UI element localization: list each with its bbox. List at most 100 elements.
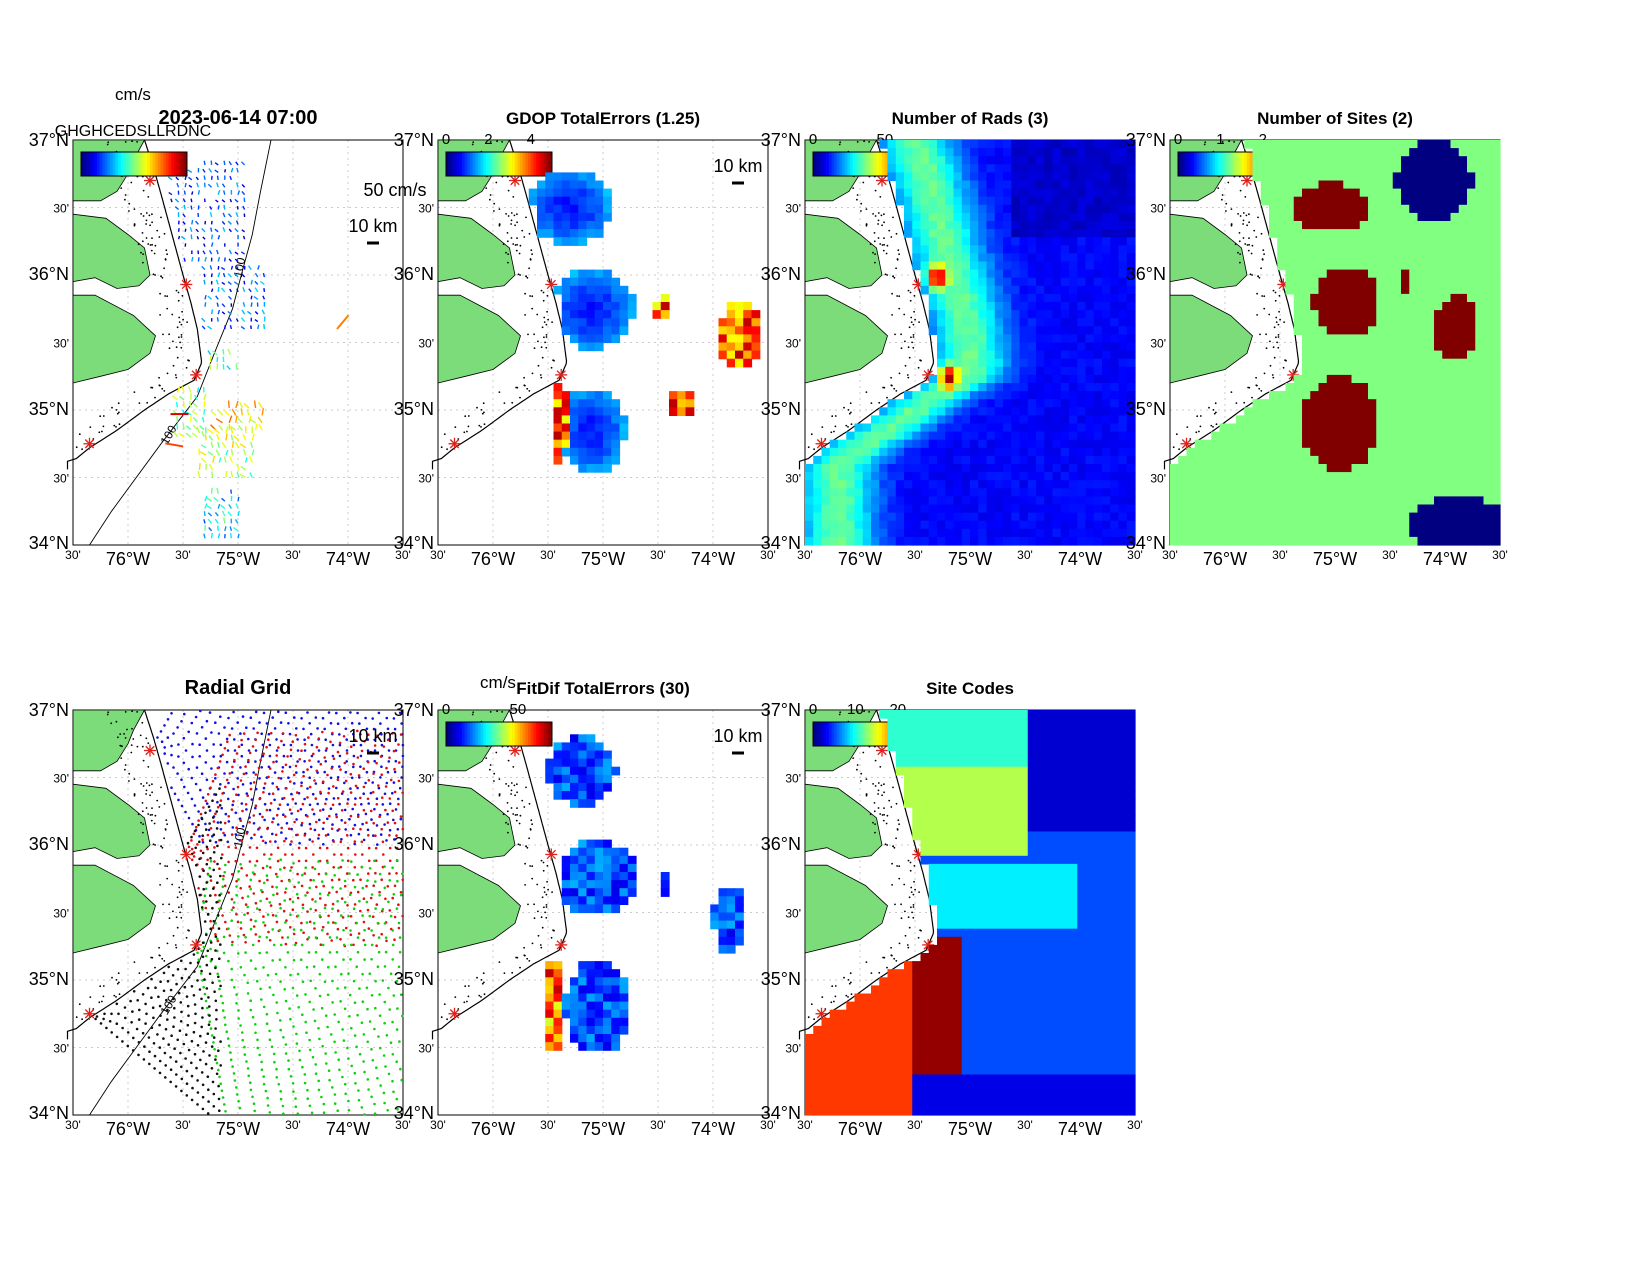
field-cell xyxy=(1417,488,1427,497)
field-cell xyxy=(1392,536,1402,546)
field-cell xyxy=(1060,140,1070,149)
field-cell xyxy=(895,480,905,489)
field-cell xyxy=(1376,366,1386,376)
field-cell xyxy=(1392,391,1402,400)
field-cell xyxy=(1069,464,1078,473)
island-speck xyxy=(543,316,546,319)
island-speck xyxy=(865,223,868,226)
field-cell xyxy=(1052,148,1062,157)
field-cell xyxy=(854,431,864,441)
field-cell xyxy=(1085,310,1095,319)
field-cell xyxy=(1227,504,1237,514)
lat-tick-label: 35°N xyxy=(29,399,69,419)
field-cell xyxy=(1467,504,1476,514)
field-cell xyxy=(1310,407,1320,416)
field-cell xyxy=(561,407,571,416)
field-cell xyxy=(1302,455,1311,465)
field-cell xyxy=(1376,464,1386,473)
field-cell xyxy=(1417,326,1427,335)
field-cell xyxy=(1244,439,1254,449)
current-arrow xyxy=(217,441,220,448)
current-arrow xyxy=(214,511,219,517)
colorbar-swatch xyxy=(1233,152,1237,176)
field-cell xyxy=(1227,520,1237,530)
field-cell xyxy=(1467,464,1476,473)
island-speck xyxy=(1247,249,1250,252)
field-cell xyxy=(1335,407,1344,416)
field-cell xyxy=(1368,302,1377,311)
field-cell xyxy=(1467,172,1476,182)
field-cell xyxy=(805,528,814,538)
field-cell xyxy=(1060,237,1070,246)
field-cell xyxy=(586,180,596,190)
field-cell xyxy=(986,326,996,335)
island-speck xyxy=(120,187,123,190)
field-cell xyxy=(1458,302,1468,311)
island-speck xyxy=(834,415,837,417)
field-cell xyxy=(1434,464,1443,473)
field-cell xyxy=(1417,221,1427,230)
field-cell xyxy=(1194,472,1204,481)
field-cell xyxy=(970,431,979,441)
field-cell xyxy=(1293,261,1303,271)
field-cell xyxy=(1401,245,1410,254)
island-speck xyxy=(908,326,911,329)
field-cell xyxy=(1409,358,1419,368)
field-cell xyxy=(1302,342,1311,352)
field-cell xyxy=(570,423,579,433)
field-cell xyxy=(1085,431,1095,441)
radial-point xyxy=(191,742,194,746)
field-cell xyxy=(1475,366,1485,376)
field-cell xyxy=(1244,140,1254,149)
field-cell xyxy=(1491,536,1501,546)
field-cell xyxy=(1343,277,1353,287)
field-cell xyxy=(986,415,996,425)
field-cell xyxy=(1483,245,1493,254)
colorbar-frame xyxy=(80,151,188,177)
field-cell xyxy=(1343,310,1353,319)
field-cell xyxy=(854,488,864,497)
field-cell xyxy=(1417,310,1427,319)
field-cell xyxy=(978,245,988,254)
colorbar-swatch xyxy=(879,152,883,176)
radial-point xyxy=(190,797,194,801)
field-cell xyxy=(619,302,629,311)
island-speck xyxy=(152,273,155,276)
field-cell xyxy=(603,188,612,198)
field-cell xyxy=(1376,342,1386,352)
island-speck xyxy=(160,216,162,219)
current-arrow xyxy=(263,316,266,322)
field-cell xyxy=(1060,358,1070,368)
island-speck xyxy=(507,253,509,256)
field-cell xyxy=(1269,496,1278,506)
field-cell xyxy=(1326,431,1336,441)
island-speck xyxy=(912,323,915,326)
field-cell xyxy=(805,464,814,473)
colorbar-swatch xyxy=(499,152,503,176)
current-arrow xyxy=(224,169,227,173)
radial-point xyxy=(260,732,264,735)
field-cell xyxy=(1126,399,1136,408)
island-speck xyxy=(1277,336,1280,338)
field-cell xyxy=(1110,342,1120,352)
field-cell xyxy=(1351,391,1361,400)
field-cell xyxy=(1019,374,1029,384)
field-cell xyxy=(603,196,612,206)
lat-tick-label: 36°N xyxy=(394,264,434,284)
field-cell xyxy=(586,293,596,303)
field-cell xyxy=(570,221,579,230)
field-cell xyxy=(1467,261,1476,271)
colorbar-swatch xyxy=(1207,152,1211,176)
field-cell xyxy=(1293,196,1303,206)
island-speck xyxy=(1268,313,1271,316)
field-cell xyxy=(1417,253,1427,263)
field-cell xyxy=(1351,148,1361,157)
island-speck xyxy=(907,376,910,379)
field-cell xyxy=(1085,488,1095,497)
island-speck xyxy=(154,244,157,247)
field-cell xyxy=(937,415,946,425)
field-cell xyxy=(1069,358,1078,368)
field-cell xyxy=(1376,293,1386,303)
field-cell xyxy=(953,148,963,157)
field-cell xyxy=(961,140,971,149)
